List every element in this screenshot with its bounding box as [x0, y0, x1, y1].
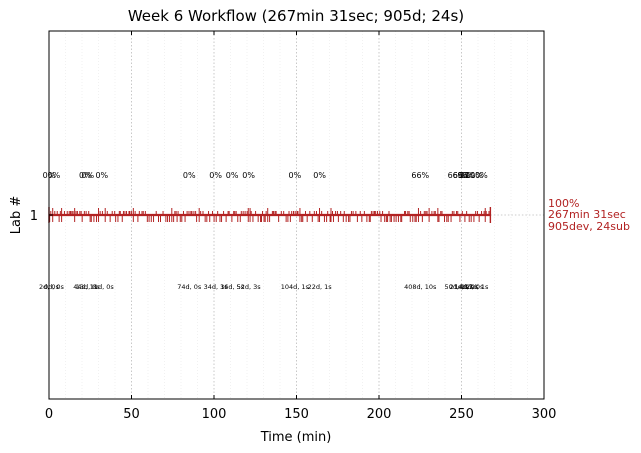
- checkpoint-delta-label: 11d, 0s: [90, 283, 115, 291]
- checkpoint-pct-label: 0%: [183, 171, 196, 180]
- x-tick-label: 100: [202, 407, 227, 422]
- checkpoint-pct-label: 0%: [288, 171, 301, 180]
- checkpoint-delta-label: 52d, 3s: [237, 283, 262, 291]
- checkpoint-pct-label: 96%: [458, 171, 476, 180]
- checkpoint-labels: 0%2d, 0s0%0d, 0s0%44d, 1s0%13d, 0s0%11d,…: [39, 171, 489, 291]
- x-axis-label: Time (min): [260, 430, 332, 445]
- y-axis-ticks: 1: [30, 209, 53, 224]
- checkpoint-delta-label: 21d, 2s: [449, 283, 474, 291]
- x-tick-label: 200: [367, 407, 392, 422]
- checkpoint-pct-label: 0%: [313, 171, 326, 180]
- status-summary: 905dev, 24sub: [548, 220, 630, 233]
- checkpoint-delta-label: 50d, 1s: [445, 283, 470, 291]
- checkpoint-delta-label: 44d, 1s: [73, 283, 98, 291]
- checkpoint-delta-label: 74d, 0s: [177, 283, 202, 291]
- checkpoint-delta-label: 22d, 1s: [308, 283, 333, 291]
- checkpoint-pct-label: 66%: [448, 171, 466, 180]
- checkpoint-delta-label: 34d, 3s: [204, 283, 229, 291]
- checkpoint-pct-label: 100%: [460, 171, 483, 180]
- checkpoint-pct-label: 66%: [453, 171, 471, 180]
- checkpoint-pct-label: 100%: [465, 171, 488, 180]
- status-time: 267min 31sec: [548, 208, 626, 221]
- checkpoint-pct-label: 0%: [48, 171, 61, 180]
- x-tick-label: 300: [532, 407, 557, 422]
- x-axis-ticks: 0 50 100 150 200 250 300: [45, 31, 557, 422]
- checkpoint-delta-label: 0d, 0s: [44, 283, 65, 291]
- lane-status: 100% 267min 31sec 905dev, 24sub: [548, 197, 630, 233]
- checkpoint-pct-label: 0%: [81, 171, 94, 180]
- checkpoint-pct-label: 0%: [242, 171, 255, 180]
- checkpoint-pct-label: 0%: [209, 171, 222, 180]
- checkpoint-delta-label: 16d, 5s: [220, 283, 245, 291]
- x-tick-label: 50: [123, 407, 140, 422]
- checkpoint-delta-label: 104d, 1s: [281, 283, 310, 291]
- checkpoint-delta-label: 40d, 0s: [459, 283, 484, 291]
- checkpoint-pct-label: 0%: [226, 171, 239, 180]
- checkpoint-pct-label: 66%: [411, 171, 429, 180]
- checkpoint-pct-label: 0%: [79, 171, 92, 180]
- checkpoint-pct-label: 0%: [95, 171, 108, 180]
- x-tick-label: 250: [449, 407, 474, 422]
- checkpoint-delta-label: 17d, 1s: [464, 283, 489, 291]
- x-tick-label: 150: [284, 407, 309, 422]
- y-axis-label: Lab #: [9, 196, 24, 235]
- chart-title: Week 6 Workflow (267min 31sec; 905d; 24s…: [128, 7, 464, 25]
- checkpoint-delta-label: 408d, 10s: [404, 283, 437, 291]
- checkpoint-delta-label: 13d, 0s: [76, 283, 101, 291]
- x-tick-label: 0: [45, 407, 53, 422]
- checkpoint-delta-label: 14d, 0s: [454, 283, 479, 291]
- y-tick-label: 1: [30, 209, 38, 224]
- status-pct: 100%: [548, 197, 579, 210]
